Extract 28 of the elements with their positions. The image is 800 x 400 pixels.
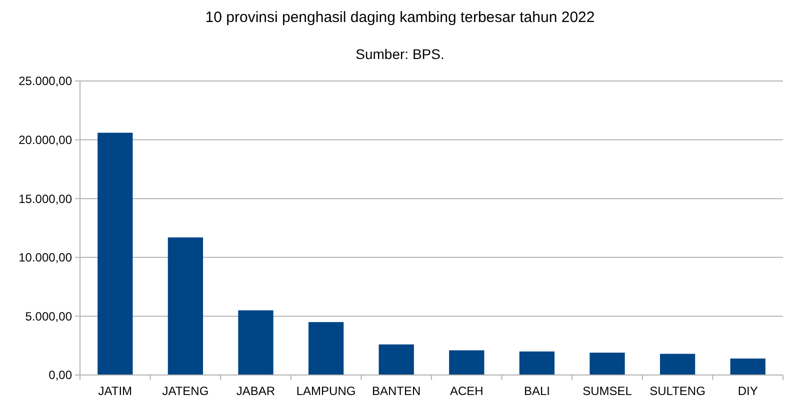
x-tick-label: SUMSEL: [582, 384, 632, 398]
chart-title: 10 provinsi penghasil daging kambing terbesar tahun 2022: [205, 9, 595, 26]
bar: [660, 354, 696, 375]
x-tick-label: JABAR: [236, 384, 276, 398]
bar: [98, 132, 133, 375]
bar: [308, 322, 344, 375]
bar: [449, 350, 484, 375]
x-tick-label: LAMPUNG: [296, 384, 356, 398]
bar: [238, 310, 274, 375]
y-tick-label: 0,00: [48, 368, 72, 382]
bar: [378, 344, 414, 375]
x-tick-label: JATIM: [98, 384, 132, 398]
bar: [730, 358, 766, 375]
chart-subtitle: Sumber: BPS.: [356, 46, 444, 62]
bar: [590, 352, 625, 375]
x-tick-label: DIY: [738, 384, 758, 398]
x-tick-label: JATENG: [162, 384, 209, 398]
x-tick-label: SULTENG: [650, 384, 706, 398]
x-tick-label: BALI: [524, 384, 550, 398]
y-tick-label: 10.000,00: [18, 250, 72, 265]
y-tick-label: 5.000,00: [25, 309, 72, 324]
x-tick-label: ACEH: [450, 384, 484, 398]
y-tick-label: 15.000,00: [18, 192, 72, 206]
x-tick-label: BANTEN: [372, 384, 421, 398]
y-tick-label: 20.000,00: [18, 133, 72, 147]
y-tick-label: 25.000,00: [18, 74, 72, 88]
bar: [168, 237, 204, 375]
bar: [519, 351, 555, 375]
